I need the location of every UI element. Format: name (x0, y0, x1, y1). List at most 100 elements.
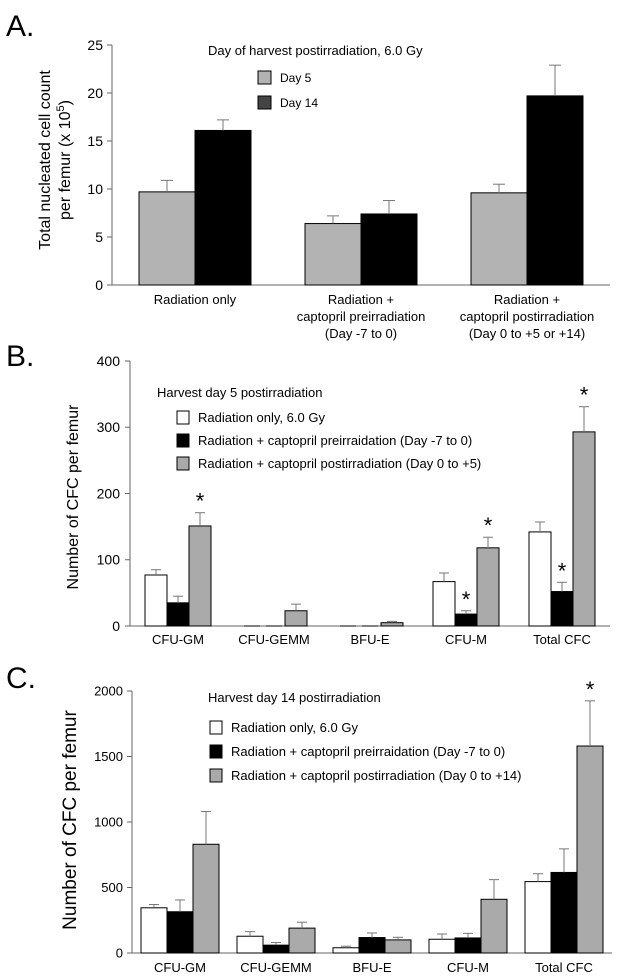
bar (140, 907, 168, 954)
y-axis-label-line-2-end: ) (57, 100, 74, 105)
bar (332, 947, 360, 954)
y-tick-label: 500 (101, 880, 123, 895)
chart-panel-2: B. 0 100 200 300 400 Number of CFC per femur Ha… (6, 340, 610, 647)
legend-swatch (209, 768, 223, 783)
bar (432, 581, 456, 627)
significance-asterisk: * (558, 558, 567, 583)
bar (194, 129, 252, 286)
y-axis-label-line-2: per femur (x 10 (57, 111, 74, 220)
bar (526, 95, 584, 286)
y-tick-label: 1500 (94, 749, 123, 764)
y-tick-label: 15 (87, 133, 103, 149)
y-tick-label: 0 (95, 277, 103, 293)
bar (288, 927, 316, 954)
category-label: captopril postirradiation (460, 309, 594, 324)
bar (572, 431, 596, 627)
bar (524, 881, 552, 954)
legend-label: Radiation only, 6.0 Gy (198, 410, 325, 425)
bar (166, 602, 190, 627)
bar (550, 871, 578, 954)
category-label: captopril preirradiation (297, 309, 426, 324)
category-label: CFU-M (447, 960, 489, 975)
panel-label: B. (6, 340, 34, 373)
category-label: CFU-GM (152, 632, 204, 647)
significance-asterisk: * (580, 383, 589, 408)
significance-asterisk: * (462, 587, 471, 612)
bar (138, 191, 196, 286)
legend-label: Day 5 (280, 71, 312, 85)
category-label: CFU-GEMM (238, 632, 310, 647)
y-axis-label-line-1: Total nucleated cell count (37, 70, 54, 250)
significance-asterisk: * (196, 489, 205, 514)
chart-title: Harvest day 5 postirradiation (157, 385, 322, 400)
bar (528, 531, 552, 627)
chart-title: Day of harvest postirradiation, 6.0 Gy (208, 43, 423, 58)
significance-asterisk: * (586, 677, 595, 702)
category-label: Radiation only (154, 292, 237, 307)
legend-swatch (257, 70, 272, 85)
bar (188, 525, 212, 627)
y-tick-label: 10 (87, 181, 103, 197)
y-tick-label: 1000 (94, 815, 123, 830)
category-label: CFU-GEMM (240, 960, 312, 975)
chart-title: Harvest day 14 postirradiation (208, 690, 381, 705)
legend-swatch (176, 410, 190, 425)
chart-panel-1: A. 0 5 10 15 20 25 Total nucleated cell count pe… (6, 10, 610, 341)
panel-label: A. (6, 10, 34, 43)
y-axis-label: Number of CFC per femur (60, 710, 81, 930)
category-label: BFU-E (351, 632, 390, 647)
category-label: (Day 0 to +5 or +14) (469, 326, 585, 341)
y-tick-label: 400 (97, 353, 121, 369)
chart-panel-3: C. 0 500 1000 1500 2000 Number of CFC per femu… (6, 662, 612, 975)
legend-swatch (209, 744, 223, 759)
legend-label: Radiation + captopril preirraidation (Da… (198, 433, 472, 448)
bar (358, 937, 386, 954)
bar (480, 898, 508, 954)
bar (144, 574, 168, 627)
legend-label: Radiation + captopril postirradiation (D… (198, 456, 481, 471)
bar (454, 613, 478, 627)
y-tick-label: 100 (97, 552, 121, 568)
bar (262, 944, 290, 954)
category-label: Total CFC (533, 632, 591, 647)
y-tick-label: 0 (112, 618, 120, 634)
bar (166, 911, 194, 954)
y-tick-label: 300 (97, 419, 121, 435)
bar (470, 192, 528, 286)
bar (550, 591, 574, 627)
bar (384, 939, 412, 954)
legend-swatch (209, 720, 223, 735)
bar (576, 745, 604, 954)
bar (304, 223, 362, 286)
legend-swatch (176, 433, 190, 448)
y-tick-label: 5 (95, 229, 103, 245)
legend-swatch (257, 95, 272, 110)
legend-label: Radiation + captopril preirraidation (Da… (231, 744, 505, 759)
bar (360, 213, 418, 286)
bar (284, 610, 308, 627)
bar (192, 843, 220, 954)
y-axis-label: Number of CFC per femur (65, 404, 82, 590)
y-tick-label: 0 (116, 946, 123, 961)
significance-asterisk: * (484, 513, 493, 538)
legend-swatch (176, 456, 190, 471)
category-label: BFU-E (353, 960, 392, 975)
panel-label: C. (6, 662, 36, 695)
y-tick-label: 2000 (94, 684, 123, 699)
y-axis-label: Total nucleated cell count per femur (x 1… (37, 70, 74, 250)
bar (428, 938, 456, 954)
bar (380, 622, 404, 627)
legend-label: Radiation only, 6.0 Gy (231, 720, 358, 735)
category-label: CFU-GM (154, 960, 206, 975)
bar (476, 547, 500, 627)
y-tick-label: 200 (97, 485, 121, 501)
category-label: Total CFC (535, 960, 593, 975)
bar (454, 937, 482, 954)
category-label: Radiation + (494, 292, 560, 307)
category-label: CFU-M (445, 632, 487, 647)
y-tick-label: 20 (87, 85, 103, 101)
bar (236, 935, 264, 954)
y-axis-label-superscript: 5 (55, 105, 67, 111)
y-tick-label: 25 (87, 37, 103, 53)
